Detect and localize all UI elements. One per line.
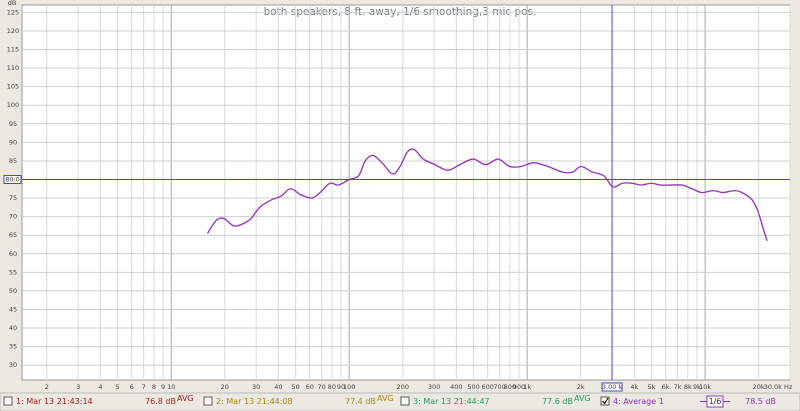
legend-name: 1: Mar 13 21:43:14 [16,397,93,406]
x-tick-label: 300 [428,383,440,391]
x-tick-label: 1k [523,383,531,391]
y-tick-label: 40 [9,324,17,332]
cursor-y-label: 80.0 [5,176,19,184]
y-tick-label: 100 [7,101,19,109]
x-tick-label: 7 [142,383,146,391]
series-line [207,148,768,241]
y-axis-label: dB [8,0,17,7]
x-tick-label: 4 [98,383,102,391]
x-tick-label: 30 [252,383,260,391]
x-tick-label: 2 [45,383,49,391]
x-tick-label: 20 [221,383,229,391]
y-tick-label: 110 [7,64,19,72]
x-tick-label: 6k [662,383,670,391]
cursor-x-box [601,382,623,392]
x-tick-label: 500 [467,383,479,391]
legend-name: 3: Mar 13 21:44:47 [413,397,490,406]
plot-area [21,4,791,381]
y-tick-label: 75 [9,194,17,202]
y-tick-label: 85 [9,157,17,165]
y-tick-label: 70 [9,213,17,221]
x-tick-label: 8 [152,383,156,391]
checkbox [600,396,610,406]
x-tick-label: 20k [753,383,765,391]
checkmark [602,397,609,405]
checkbox [400,396,410,406]
legend-name: 2: Mar 13 21:44:08 [216,397,293,406]
x-tick-label: 200 [397,383,409,391]
y-tick-label: 30 [9,361,17,369]
x-tick-label: 600 [481,383,493,391]
y-tick-label: 60 [9,250,17,258]
legend-level: 77.4 dB [345,397,376,406]
x-tick-label: 10 [167,383,175,391]
x-tick-label: 4k [630,383,638,391]
x-tick-label: 60 [306,383,314,391]
y-tick-label: 95 [9,120,17,128]
x-tick-label: 8k [684,383,692,391]
grid [22,5,791,380]
x-tick-label: 3 [76,383,80,391]
x-tick-label: 400 [450,383,462,391]
checkbox [3,396,13,406]
x-tick-label: 90 [337,383,345,391]
legend-tag: AVG [177,394,194,403]
x-tick-label: 100 [343,383,355,391]
x-tick-label: 70 [317,383,325,391]
legend-tag: AVG [574,394,591,403]
legend-level: 76.8 dB [145,397,176,406]
y-tick-label: 50 [9,287,17,295]
cursor-y-box [3,175,22,185]
y-tick-label: 120 [7,27,19,35]
y-tick-label: 105 [7,83,19,91]
y-tick-label: 115 [7,46,19,54]
x-tick-label: 30.0k Hz [764,383,793,391]
y-tick-label: 55 [9,268,17,276]
y-tick-label: 35 [9,343,17,351]
x-tick-label: 9 [161,383,165,391]
x-tick-label: 700 [493,383,505,391]
smoothing-label: 1/6 [709,397,722,406]
x-tick-label: 40 [274,383,282,391]
cursor-x-label: 3.00 k [602,383,623,391]
x-tick-label: 80 [328,383,336,391]
x-tick-label: 5k [648,383,656,391]
x-tick-label: 50 [291,383,299,391]
legend-tag: AVG [377,394,394,403]
x-tick-label: 2k [577,383,585,391]
legend-level: 77.6 dB [542,397,573,406]
y-tick-label: 125 [7,8,19,16]
x-tick-label: 6 [130,383,134,391]
x-tick-label: 9k [693,383,701,391]
y-tick-label: 90 [9,138,17,146]
x-tick-label: 10k [699,383,711,391]
x-tick-label: 800 [504,383,516,391]
checkbox [203,396,213,406]
y-tick-label: 45 [9,305,17,313]
legend-level: 78.5 dB [745,397,776,406]
x-tick-label: 900 [513,383,525,391]
legend-name: 4: Average 1 [613,397,664,406]
smoothing-box [706,395,724,408]
y-tick-label: 65 [9,231,17,239]
legend-bar [0,392,800,411]
x-tick-label: 7k [674,383,682,391]
x-tick-label: 5 [116,383,120,391]
